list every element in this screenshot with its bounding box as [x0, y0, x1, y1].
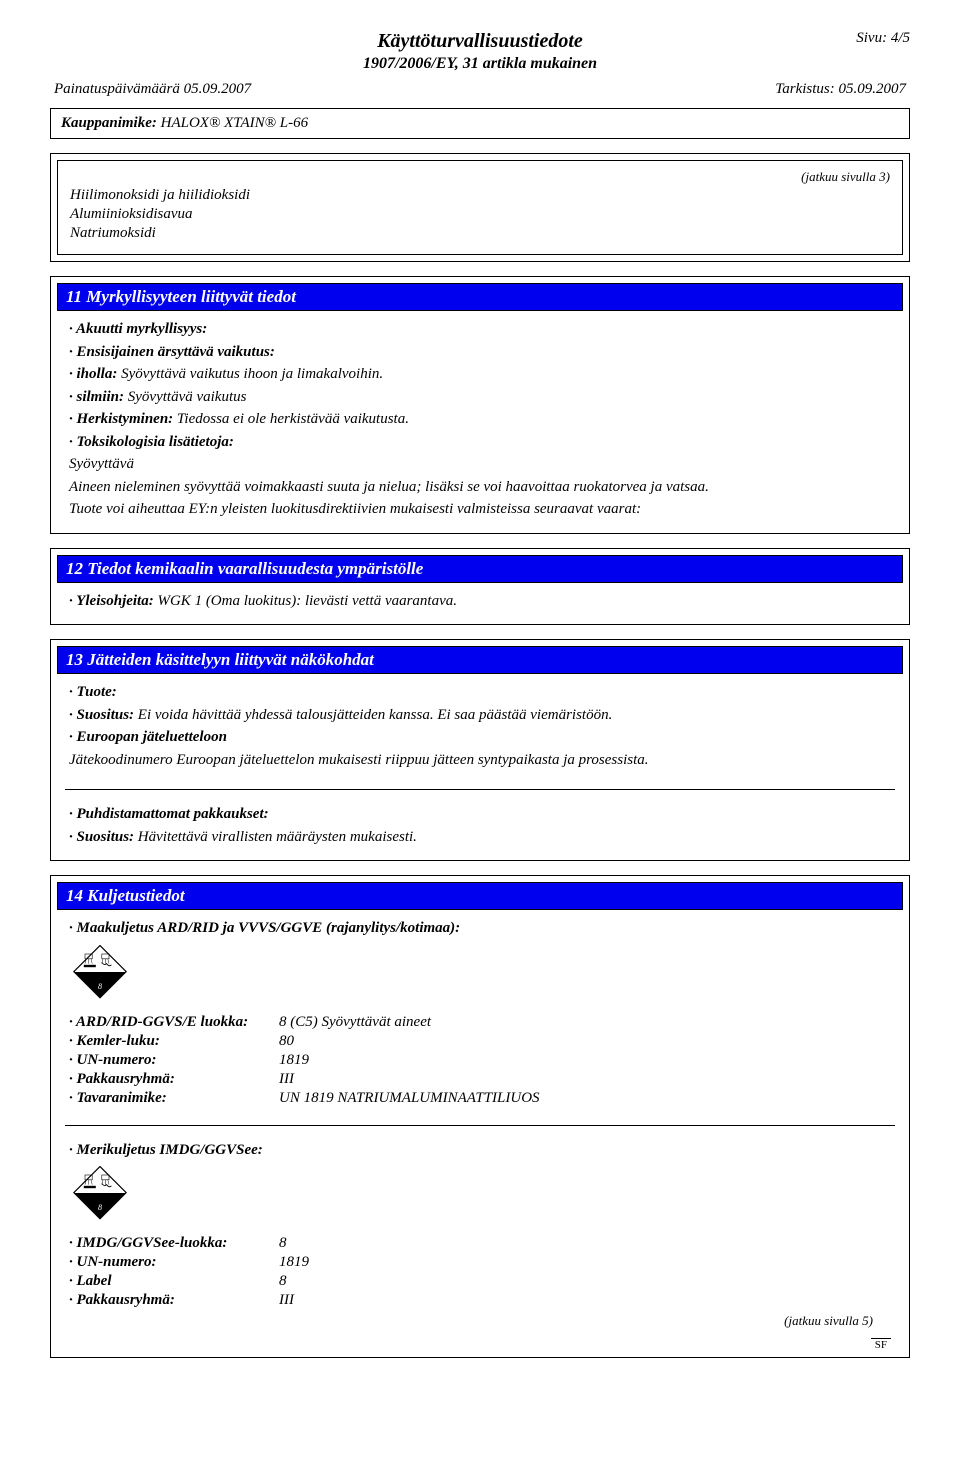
- transport-rows-land: · ARD/RID-GGVS/E luokka:8 (C5) Syövyttäv…: [69, 1014, 891, 1107]
- eyes-label: · silmiin:: [69, 389, 124, 405]
- transport-val: 8: [279, 1273, 287, 1290]
- s13-rec-label: · Suositus:: [69, 707, 134, 723]
- transport-val: 1819: [279, 1254, 309, 1271]
- header-center: Käyttöturvallisuustiedote 1907/2006/EY, …: [140, 30, 820, 73]
- s13-product-label: · Tuote:: [69, 684, 117, 700]
- transport-key: · Label: [69, 1273, 279, 1290]
- section-11-heading: 11 Myrkyllisyyteen liittyvät tiedot: [57, 283, 903, 311]
- transport-row: · Pakkausryhmä:III: [69, 1071, 891, 1088]
- sea-label: · Merikuljetus IMDG/GGVSee:: [69, 1142, 263, 1158]
- section-14-body: · Maakuljetus ARD/RID ja VVVS/GGVE (raja…: [51, 910, 909, 1119]
- revision-date: Tarkistus: 05.09.2007: [775, 81, 906, 98]
- header-row: Käyttöturvallisuustiedote 1907/2006/EY, …: [50, 30, 910, 73]
- sf-label: SF: [51, 1339, 909, 1357]
- svg-text:8: 8: [98, 1203, 102, 1212]
- product-box: Kauppanimike: HALOX® XTAIN® L-66: [50, 108, 910, 139]
- eyes-text: Syövyttävä vaikutus: [128, 389, 247, 405]
- transport-val: III: [279, 1071, 294, 1088]
- skin-label: · iholla:: [69, 366, 117, 382]
- combustion-item: Hiilimonoksidi ja hiilidioksidi: [70, 187, 890, 204]
- s13-unclean-rec-text: Hävitettävä virallisten määräysten mukai…: [138, 829, 417, 845]
- transport-val: UN 1819 NATRIUMALUMINAATTILIUOS: [279, 1090, 540, 1107]
- transport-key: · UN-numero:: [69, 1254, 279, 1271]
- transport-row: · IMDG/GGVSee-luokka:8: [69, 1235, 891, 1252]
- primary-label: · Ensisijainen ärsyttävä vaikutus:: [69, 344, 275, 360]
- section-14: 14 Kuljetustiedot · Maakuljetus ARD/RID …: [50, 875, 910, 1358]
- section-11: 11 Myrkyllisyyteen liittyvät tiedot · Ak…: [50, 276, 910, 534]
- s13-ewc-label: · Euroopan jäteluetteloon: [69, 729, 227, 745]
- combustion-list: Hiilimonoksidi ja hiilidioksidi Alumiini…: [70, 187, 890, 242]
- section-12-body: · Yleisohjeita: WGK 1 (Oma luokitus): li…: [51, 583, 909, 625]
- transport-row: · ARD/RID-GGVS/E luokka:8 (C5) Syövyttäv…: [69, 1014, 891, 1031]
- section-14-body2: · Merikuljetus IMDG/GGVSee: 8 · IMDG/GGV…: [51, 1132, 909, 1340]
- divider: [65, 1125, 895, 1126]
- transport-val: 80: [279, 1033, 294, 1050]
- transport-row: · Pakkausryhmä:III: [69, 1292, 891, 1309]
- section-13: 13 Jätteiden käsittelyyn liittyvät näkök…: [50, 639, 910, 861]
- combustion-item: Alumiinioksidisavua: [70, 206, 890, 223]
- transport-val: 8 (C5) Syövyttävät aineet: [279, 1014, 431, 1031]
- cont-to-label: (jatkuu sivulla 5): [69, 1311, 891, 1329]
- sens-text: Tiedossa ei ole herkistävää vaikutusta.: [177, 411, 409, 427]
- doc-title: Käyttöturvallisuustiedote: [140, 30, 820, 53]
- transport-key: · UN-numero:: [69, 1052, 279, 1069]
- transport-val: 1819: [279, 1052, 309, 1069]
- section-14-heading: 14 Kuljetustiedot: [57, 882, 903, 910]
- product-name: HALOX® XTAIN® L-66: [161, 115, 309, 131]
- section-12-heading: 12 Tiedot kemikaalin vaarallisuudesta ym…: [57, 555, 903, 583]
- s13-unclean-label: · Puhdistamattomat pakkaukset:: [69, 806, 269, 822]
- transport-row: · UN-numero:1819: [69, 1254, 891, 1271]
- doc-subtitle: 1907/2006/EY, 31 artikla mukainen: [140, 55, 820, 73]
- page-number: Sivu: 4/5: [820, 30, 910, 47]
- s13-unclean-rec-label: · Suositus:: [69, 829, 134, 845]
- land-label: · Maakuljetus ARD/RID ja VVVS/GGVE (raja…: [69, 920, 460, 936]
- transport-row: · Label8: [69, 1273, 891, 1290]
- combustion-item: Natriumoksidi: [70, 225, 890, 242]
- section-12: 12 Tiedot kemikaalin vaarallisuudesta ym…: [50, 548, 910, 626]
- general-text: WGK 1 (Oma luokitus): lievästi vettä vaa…: [157, 593, 457, 609]
- divider: [65, 789, 895, 790]
- skin-text: Syövyttävä vaikutus ihoon ja limakalvoih…: [121, 366, 383, 382]
- section-11-body: · Akuutti myrkyllisyys: · Ensisijainen ä…: [51, 311, 909, 533]
- transport-key: · IMDG/GGVSee-luokka:: [69, 1235, 279, 1252]
- transport-val: 8: [279, 1235, 287, 1252]
- svg-text:8: 8: [98, 982, 102, 991]
- section-13-body2: · Puhdistamattomat pakkaukset: · Suositu…: [51, 796, 909, 860]
- combustion-section: (jatkuu sivulla 3) Hiilimonoksidi ja hii…: [50, 153, 910, 262]
- section-13-heading: 13 Jätteiden käsittelyyn liittyvät näkök…: [57, 646, 903, 674]
- section-13-body: · Tuote: · Suositus: Ei voida hävittää y…: [51, 674, 909, 783]
- tox-line1: Syövyttävä: [69, 455, 891, 475]
- transport-rows-sea: · IMDG/GGVSee-luokka:8· UN-numero:1819· …: [69, 1235, 891, 1309]
- cont-from-label: (jatkuu sivulla 3): [801, 169, 890, 185]
- dates-row: Painatuspäivämäärä 05.09.2007 Tarkistus:…: [50, 81, 910, 98]
- tox-line2: Aineen nieleminen syövyttää voimakkaasti…: [69, 478, 891, 498]
- transport-key: · Pakkausryhmä:: [69, 1292, 279, 1309]
- tox-line3: Tuote voi aiheuttaa EY:n yleisten luokit…: [69, 500, 891, 520]
- corrosive-hazard-icon: 8: [73, 945, 891, 1004]
- s13-ewc-text: Jätekoodinumero Euroopan jäteluettelon m…: [69, 751, 891, 771]
- transport-key: · ARD/RID-GGVS/E luokka:: [69, 1014, 279, 1031]
- tox-label: · Toksikologisia lisätietoja:: [69, 434, 234, 450]
- transport-key: · Pakkausryhmä:: [69, 1071, 279, 1088]
- transport-key: · Tavaranimike:: [69, 1090, 279, 1107]
- transport-key: · Kemler-luku:: [69, 1033, 279, 1050]
- transport-val: III: [279, 1292, 294, 1309]
- acute-label: · Akuutti myrkyllisyys:: [69, 321, 207, 337]
- s13-rec-text: Ei voida hävittää yhdessä talousjätteide…: [138, 707, 613, 723]
- transport-row: · UN-numero:1819: [69, 1052, 891, 1069]
- transport-row: · Kemler-luku:80: [69, 1033, 891, 1050]
- combustion-inner: (jatkuu sivulla 3) Hiilimonoksidi ja hii…: [57, 160, 903, 255]
- print-date: Painatuspäivämäärä 05.09.2007: [54, 81, 251, 98]
- general-label: · Yleisohjeita:: [69, 593, 154, 609]
- transport-row: · Tavaranimike:UN 1819 NATRIUMALUMINAATT…: [69, 1090, 891, 1107]
- sens-label: · Herkistyminen:: [69, 411, 173, 427]
- product-label: Kauppanimike:: [61, 115, 157, 131]
- corrosive-hazard-icon: 8: [73, 1166, 891, 1225]
